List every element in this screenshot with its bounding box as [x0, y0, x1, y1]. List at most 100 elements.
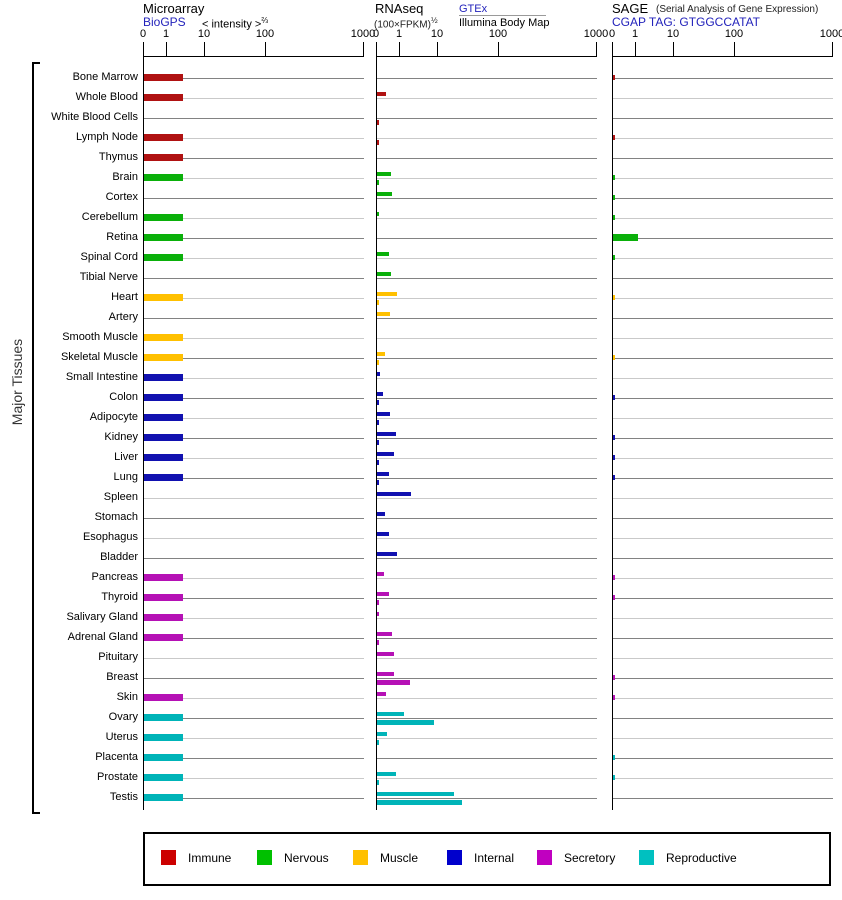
tissue-label-stomach: Stomach: [94, 511, 138, 523]
microarray-bar-adrenal-gland: [144, 634, 183, 641]
microarray-tick-1000: [363, 42, 364, 57]
rnaseq-bar-esophagus-gtex: [377, 531, 389, 536]
microarray-bar-liver: [144, 454, 183, 461]
rnaseq-row-line-retina: [377, 238, 597, 239]
sage-row-line-prostate: [613, 778, 833, 779]
microarray-bar-skin: [144, 694, 183, 701]
sage-row-line-breast: [613, 678, 833, 679]
rnaseq-row-line-breast: [377, 678, 597, 679]
tissue-label-thyroid: Thyroid: [101, 591, 138, 603]
microarray-bar-salivary-gland: [144, 614, 183, 621]
sage-bar-retina: [613, 234, 638, 241]
sage-row-line-retina: [613, 238, 833, 239]
tissue-label-breast: Breast: [106, 671, 138, 683]
rnaseq-bar-pancreas-gtex: [377, 571, 384, 576]
tissue-label-artery: Artery: [108, 311, 138, 323]
rnaseq-bar-ovary-illumina: [377, 720, 435, 725]
sage-bar-lymph-node: [613, 135, 615, 140]
sage-row-line-pituitary: [613, 658, 833, 659]
microarray-row-line-bone-marrow: [144, 78, 364, 79]
tissue-label-spleen: Spleen: [103, 491, 138, 503]
sage-row-line-ovary: [613, 718, 833, 719]
sage-bar-pancreas: [613, 575, 615, 580]
tissue-label-skeletal-muscle: Skeletal Muscle: [60, 351, 138, 363]
microarray-row-line-testis: [144, 798, 364, 799]
microarray-bar-lung: [144, 474, 183, 481]
illumina-body-map-label: Illumina Body Map: [459, 17, 550, 29]
rnaseq-bar-breast-illumina: [377, 680, 410, 685]
tissue-label-liver: Liver: [114, 451, 138, 463]
sage-tick-label-10: 10: [666, 28, 680, 40]
microarray-bar-placenta: [144, 754, 183, 761]
microarray-row-line-cerebellum: [144, 218, 364, 219]
biogps-link[interactable]: BioGPS: [143, 15, 186, 29]
legend-swatch-immune: [161, 850, 176, 865]
sage-row-line-tibial-nerve: [613, 278, 833, 279]
gtex-link[interactable]: GTEx: [459, 3, 488, 15]
microarray-row-line-artery: [144, 318, 364, 319]
rnaseq-bar-heart-illumina: [377, 300, 380, 305]
sage-bar-brain: [613, 175, 615, 180]
rnaseq-bar-breast-gtex: [377, 671, 395, 676]
sage-tick-0: [612, 42, 613, 57]
rnaseq-bar-colon-illumina: [377, 400, 380, 405]
rnaseq-axis-left-line: [376, 56, 377, 810]
rnaseq-tick-1000: [596, 42, 597, 57]
rnaseq-row-line-skeletal-muscle: [377, 358, 597, 359]
sage-bar-prostate: [613, 775, 615, 780]
microarray-bar-thymus: [144, 154, 183, 161]
rnaseq-row-line-skin: [377, 698, 597, 699]
rnaseq-tick-label-1000: 1000: [583, 28, 609, 40]
microarray-row-line-spinal-cord: [144, 258, 364, 259]
rnaseq-row-line-smooth-muscle: [377, 338, 597, 339]
rnaseq-bar-lung-gtex: [377, 471, 389, 476]
tissue-label-heart: Heart: [111, 291, 138, 303]
rnaseq-bar-lung-illumina: [377, 480, 380, 485]
rnaseq-tick-label-0: 0: [372, 28, 380, 40]
microarray-scale-note: < intensity >⅔: [202, 16, 268, 31]
sage-row-line-stomach: [613, 518, 833, 519]
microarray-row-line-liver: [144, 458, 364, 459]
cgap-tag-link[interactable]: CGAP TAG: GTGGCCATAT: [612, 15, 761, 29]
rnaseq-row-line-kidney: [377, 438, 597, 439]
microarray-row-line-salivary-gland: [144, 618, 364, 619]
rnaseq-row-line-pancreas: [377, 578, 597, 579]
microarray-row-line-ovary: [144, 718, 364, 719]
microarray-row-line-skeletal-muscle: [144, 358, 364, 359]
rnaseq-row-line-white-blood-cells: [377, 118, 597, 119]
rnaseq-tick-0: [376, 42, 377, 57]
rnaseq-bar-skeletal-muscle-illumina: [377, 360, 380, 365]
rnaseq-bar-spinal-cord-gtex: [377, 251, 389, 256]
rnaseq-row-line-placenta: [377, 758, 597, 759]
rnaseq-row-line-testis: [377, 798, 597, 799]
legend-box: [143, 832, 831, 886]
microarray-row-line-adipocyte: [144, 418, 364, 419]
sage-row-line-adipocyte: [613, 418, 833, 419]
microarray-tick-label-0: 0: [139, 28, 147, 40]
legend-label-internal: Internal: [474, 851, 515, 865]
microarray-bar-heart: [144, 294, 183, 301]
microarray-tick-0: [143, 42, 144, 57]
sage-row-line-whole-blood: [613, 98, 833, 99]
microarray-row-line-uterus: [144, 738, 364, 739]
microarray-tick-1: [166, 42, 167, 57]
legend-label-secretory: Secretory: [564, 851, 616, 865]
microarray-row-line-whole-blood: [144, 98, 364, 99]
tissue-label-skin: Skin: [116, 691, 138, 703]
rnaseq-row-line-tibial-nerve: [377, 278, 597, 279]
rnaseq-bar-tibial-nerve-gtex: [377, 271, 391, 276]
microarray-bar-pancreas: [144, 574, 183, 581]
sage-row-line-smooth-muscle: [613, 338, 833, 339]
sage-title: SAGE: [612, 1, 649, 16]
sage-row-line-cortex: [613, 198, 833, 199]
rnaseq-bar-adrenal-gland-gtex: [377, 631, 392, 636]
rnaseq-tick-10: [437, 42, 438, 57]
microarray-row-line-tibial-nerve: [144, 278, 364, 279]
microarray-tick-label-1: 1: [162, 28, 170, 40]
tissue-label-spinal-cord: Spinal Cord: [80, 251, 138, 263]
sage-row-line-esophagus: [613, 538, 833, 539]
rnaseq-bar-cerebellum-gtex: [377, 211, 380, 216]
rnaseq-bar-spleen-gtex: [377, 491, 412, 496]
tissue-label-ovary: Ovary: [108, 711, 138, 723]
sage-row-line-liver: [613, 458, 833, 459]
